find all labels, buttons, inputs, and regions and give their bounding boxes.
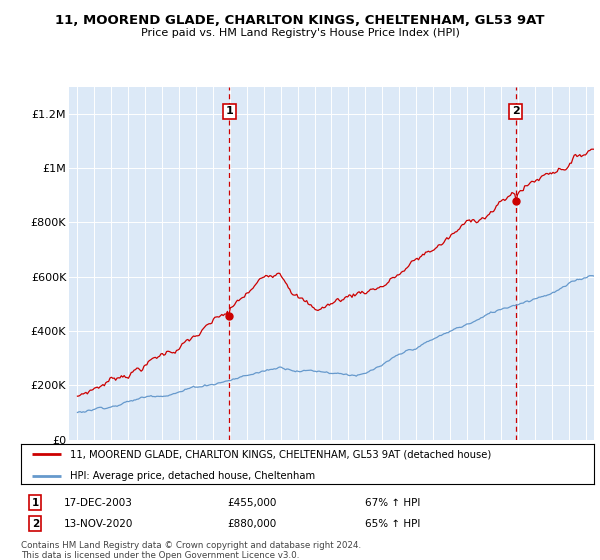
Text: £880,000: £880,000 [227, 519, 277, 529]
Text: 2: 2 [32, 519, 39, 529]
Text: £455,000: £455,000 [227, 498, 277, 507]
Text: Price paid vs. HM Land Registry's House Price Index (HPI): Price paid vs. HM Land Registry's House … [140, 28, 460, 38]
Text: 65% ↑ HPI: 65% ↑ HPI [365, 519, 420, 529]
Text: 1: 1 [226, 106, 233, 116]
Text: 11, MOOREND GLADE, CHARLTON KINGS, CHELTENHAM, GL53 9AT: 11, MOOREND GLADE, CHARLTON KINGS, CHELT… [55, 14, 545, 27]
Text: 67% ↑ HPI: 67% ↑ HPI [365, 498, 420, 507]
Text: 13-NOV-2020: 13-NOV-2020 [64, 519, 133, 529]
Text: HPI: Average price, detached house, Cheltenham: HPI: Average price, detached house, Chel… [70, 470, 315, 480]
Text: 11, MOOREND GLADE, CHARLTON KINGS, CHELTENHAM, GL53 9AT (detached house): 11, MOOREND GLADE, CHARLTON KINGS, CHELT… [70, 449, 491, 459]
Text: 1: 1 [32, 498, 39, 507]
Text: 2: 2 [512, 106, 520, 116]
Text: 17-DEC-2003: 17-DEC-2003 [64, 498, 133, 507]
Text: Contains HM Land Registry data © Crown copyright and database right 2024.
This d: Contains HM Land Registry data © Crown c… [21, 540, 361, 560]
